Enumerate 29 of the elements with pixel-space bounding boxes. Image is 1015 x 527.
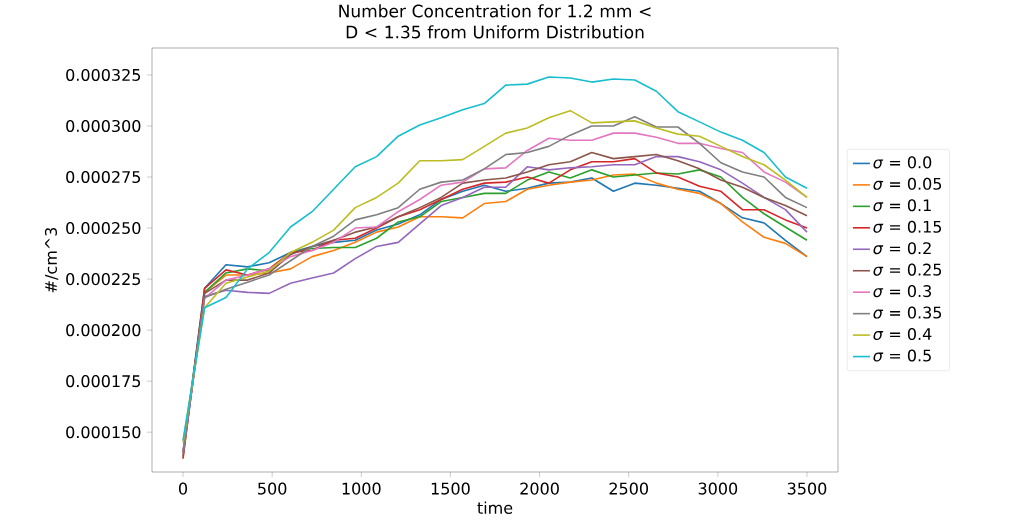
legend-label: σ = 0.4 xyxy=(873,327,932,341)
x-tick-label: 3500 xyxy=(787,482,827,495)
legend-label: σ = 0.35 xyxy=(873,306,942,319)
x-tick-label: 1000 xyxy=(342,482,381,495)
y-tick-label: 0.000150 xyxy=(66,426,141,439)
y-tick-label: 0.000275 xyxy=(66,170,141,184)
y-tick-label: 0.000250 xyxy=(66,222,141,235)
x-tick-label: 0 xyxy=(178,482,188,495)
x-tick-label: 2000 xyxy=(520,482,559,495)
legend-label: σ = 0.05 xyxy=(873,177,942,190)
x-tick-label: 2500 xyxy=(609,482,649,495)
y-tick-label: 0.000300 xyxy=(66,119,141,133)
chart-title: Number Concentration for 1.2 mm < D < 1.35 from Uniform Distribution xyxy=(339,4,651,39)
x-tick-label: 3000 xyxy=(698,482,738,495)
legend-label: σ = 0.3 xyxy=(873,285,932,298)
legend-label: σ = 0.5 xyxy=(873,349,931,362)
x-tick-label: 500 xyxy=(258,482,287,495)
legend-label: σ = 0.1 xyxy=(873,199,931,212)
y-tick-label: 0.000325 xyxy=(66,68,141,81)
y-axis-title: #/cm^3 xyxy=(44,227,59,293)
y-tick-label: 0.000225 xyxy=(66,273,141,286)
legend-label: σ = 0.25 xyxy=(873,263,942,276)
y-tick-label: 0.000175 xyxy=(66,375,141,388)
y-tick-label: 0.000200 xyxy=(66,324,141,337)
x-tick-label: 1500 xyxy=(431,482,470,495)
legend-label: σ = 0.15 xyxy=(873,220,942,233)
legend-label: σ = 0.2 xyxy=(873,242,931,255)
x-axis-title: time xyxy=(477,501,513,514)
legend-label: σ = 0.0 xyxy=(873,156,932,169)
